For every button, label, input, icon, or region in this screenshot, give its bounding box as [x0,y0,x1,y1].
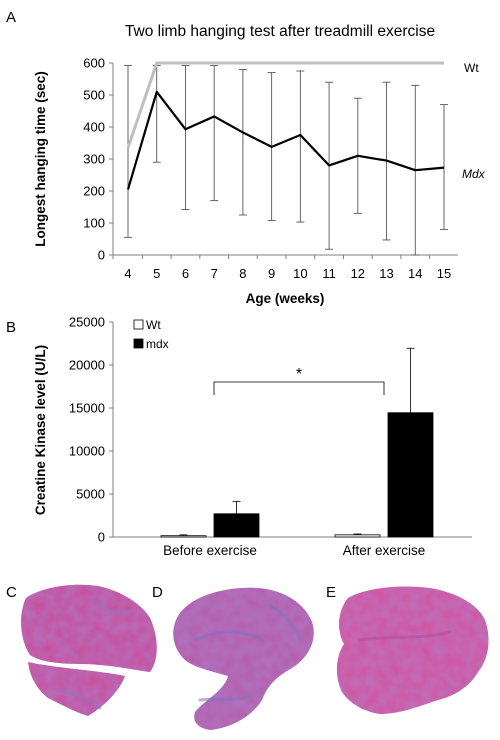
chart-a-x-tick-label: 7 [211,266,218,281]
chart-a-y-tick-label: 400 [83,120,105,135]
panel-letter-e: E [326,584,336,601]
chart-b-y-tick-label: 0 [98,530,105,545]
legend-swatch-mdx [133,338,144,349]
chart-a-y-tick-label: 0 [98,248,105,263]
tissue-section-d [173,587,314,730]
chart-b-y-tick-label: 20000 [69,358,105,373]
chart-a-y-tick-label: 200 [83,184,105,199]
panel-letter-c: C [6,584,17,601]
connective-tissue-streak [198,694,252,702]
bar-mdx-after [387,412,434,538]
chart-a-y-tick-label: 600 [83,56,105,71]
chart-b-y-tick-label: 10000 [69,444,105,459]
micrograph-c: C [6,584,157,716]
chart-a-x-tick-label: 13 [379,266,393,281]
chart-b-y-tick-label: 15000 [69,401,105,416]
chart-a-x-tick-label: 10 [293,266,307,281]
chart-a-error-bars [124,65,448,256]
legend-swatch-wt [133,319,144,330]
panel-letter-d: D [152,584,163,601]
chart-a-x-label: Age (weeks) [246,291,325,306]
series-label-mdx: Mdx [462,167,486,181]
chart-a-x-tick-label: 4 [124,266,131,281]
series-line-wt [126,61,444,149]
micrograph-e: E [326,584,489,714]
chart-a-x-tick-label: 15 [437,266,451,281]
chart-a-x-tick-label: 12 [351,266,365,281]
series-label-wt: Wt [464,61,479,75]
chart-b-error-bars [179,347,415,536]
chart-b-category-after: After exercise [343,543,426,558]
chart-a-x-tick-label: 14 [408,266,422,281]
connective-tissue-streak [93,598,132,615]
chart-a-y-ticks: 0 100 200 300 400 500 600 [83,56,113,263]
chart-b-y-ticks: 0 5000 10000 15000 20000 25000 [69,315,113,545]
connective-tissue-streak [358,630,452,642]
chart-a-x-tick-label: 8 [239,266,246,281]
panel-a: A Two limb hanging test after treadmill … [6,9,486,306]
chart-a-x-tick-label: 6 [182,266,189,281]
chart-a-y-tick-label: 300 [83,152,105,167]
chart-a-x-tick-label: 9 [268,266,275,281]
legend-label-mdx: mdx [146,337,169,351]
chart-a-title: Two limb hanging test after treadmill ex… [125,23,435,40]
chart-a-y-label: Longest hanging time (sec) [33,71,48,247]
chart-a-y-tick-label: 500 [83,88,105,103]
connective-tissue-streak [193,630,264,642]
chart-b-y-tick-label: 25000 [69,315,105,330]
micrograph-d: D [152,584,314,730]
panel-b: B 0 5000 10000 15000 20000 25000 Before exerc… [6,315,472,558]
chart-b-category-before: Before exercise [163,543,257,558]
connective-tissue-streak [268,603,302,642]
chart-a-lines [126,61,445,190]
panel-letter-b: B [6,319,16,336]
significance-bracket [213,381,385,395]
bar-wt-before [160,535,207,538]
chart-a-x-tick-label: 11 [322,266,336,281]
panel-letter-a: A [6,9,16,26]
significance-asterisk: * [296,366,302,383]
chart-a-x-ticks: 4 5 6 7 8 9 10 11 12 13 14 15 [112,255,451,281]
chart-a-y-tick-label: 100 [83,216,105,231]
chart-b-y-label: Creatine Kinase level (U/L) [33,345,48,515]
chart-b-bars [160,412,434,538]
legend-label-wt: Wt [146,318,161,332]
bar-mdx-before [213,513,260,538]
chart-b-y-tick-label: 5000 [76,487,105,502]
tissue-section-e [336,586,489,714]
tissue-section-c-lower [28,662,125,716]
connective-tissue-streak [58,688,102,710]
chart-a-x-tick-label: 5 [153,266,160,281]
tissue-section-c-upper [21,584,157,672]
series-line-mdx [126,90,445,190]
bar-wt-after [334,534,381,538]
